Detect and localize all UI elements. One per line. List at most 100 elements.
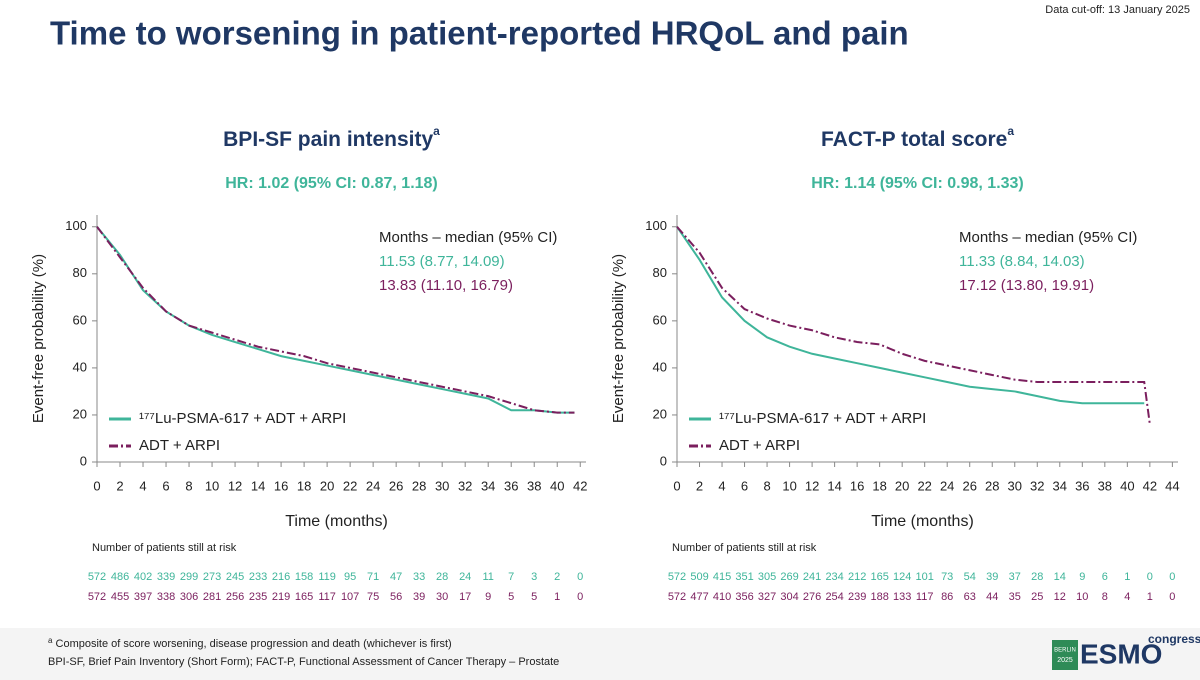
y-tick-label: 40	[653, 359, 667, 374]
risk-count: 245	[226, 571, 244, 583]
x-tick-label: 20	[895, 478, 909, 493]
risk-count: 415	[713, 571, 731, 583]
risk-count: 509	[690, 571, 708, 583]
chart-title-note: a	[1007, 124, 1014, 138]
median-value: 17.12 (13.80, 19.91)	[959, 277, 1094, 294]
risk-count: 356	[735, 591, 753, 603]
y-tick-label: 60	[653, 312, 667, 327]
x-tick-label: 28	[412, 478, 426, 493]
risk-count: 1	[554, 591, 560, 603]
risk-count: 239	[848, 591, 866, 603]
risk-count: 3	[531, 571, 537, 583]
risk-count: 47	[390, 571, 402, 583]
median-value: 13.83 (11.10, 16.79)	[379, 277, 513, 294]
x-tick-label: 36	[504, 478, 518, 493]
footnote-mark: a	[48, 636, 53, 645]
risk-count: 117	[318, 591, 336, 603]
x-tick-label: 30	[1008, 478, 1022, 493]
risk-count: 0	[1169, 591, 1175, 603]
risk-count: 17	[459, 591, 471, 603]
logo-suffix: congress	[1148, 632, 1200, 646]
risk-count: 12	[1054, 591, 1066, 603]
x-tick-label: 44	[1165, 478, 1179, 493]
risk-count: 1	[1124, 571, 1130, 583]
x-tick-label: 10	[782, 478, 796, 493]
y-tick-label: 80	[73, 265, 87, 280]
risk-count: 299	[180, 571, 198, 583]
y-tick-label: 20	[73, 406, 87, 421]
risk-count: 30	[436, 591, 448, 603]
legend-label: ADT + ARPI	[139, 437, 220, 454]
risk-count: 28	[436, 571, 448, 583]
risk-count: 6	[1102, 571, 1108, 583]
km-curve	[96, 226, 575, 414]
x-tick-label: 40	[550, 478, 564, 493]
risk-count: 10	[1076, 591, 1088, 603]
risk-count: 572	[88, 591, 106, 603]
x-tick-label: 20	[320, 478, 334, 493]
logo-box	[1052, 640, 1078, 670]
risk-table-title: Number of patients still at risk	[672, 542, 817, 554]
risk-count: 75	[367, 591, 379, 603]
risk-count: 305	[758, 571, 776, 583]
chart-title: BPI-SF pain intensitya	[223, 124, 440, 150]
risk-count: 0	[1147, 571, 1153, 583]
risk-count: 1	[1147, 591, 1153, 603]
abbreviations: BPI-SF, Brief Pain Inventory (Short Form…	[48, 656, 559, 668]
y-tick-label: 0	[660, 453, 667, 468]
legend-label: ADT + ARPI	[719, 437, 800, 454]
risk-count: 281	[203, 591, 221, 603]
risk-count: 28	[1031, 571, 1043, 583]
x-tick-label: 22	[917, 478, 931, 493]
x-tick-label: 10	[205, 478, 219, 493]
risk-count: 107	[341, 591, 359, 603]
chart-title-text: BPI-SF pain intensity	[223, 128, 433, 151]
risk-count: 233	[249, 571, 267, 583]
risk-count: 4	[1124, 591, 1130, 603]
risk-count: 33	[413, 571, 425, 583]
risk-count: 235	[249, 591, 267, 603]
x-tick-label: 32	[1030, 478, 1044, 493]
y-tick-label: 100	[645, 218, 667, 233]
risk-count: 304	[780, 591, 798, 603]
risk-count: 0	[577, 591, 583, 603]
x-tick-label: 18	[297, 478, 311, 493]
risk-count: 44	[986, 591, 998, 603]
risk-count: 0	[577, 571, 583, 583]
risk-count: 124	[893, 571, 911, 583]
x-tick-label: 24	[940, 478, 954, 493]
risk-count: 219	[272, 591, 290, 603]
risk-count: 306	[180, 591, 198, 603]
y-tick-label: 20	[653, 406, 667, 421]
risk-count: 101	[916, 571, 934, 583]
risk-count: 9	[1079, 571, 1085, 583]
y-tick-label: 60	[73, 312, 87, 327]
x-tick-label: 32	[458, 478, 472, 493]
x-tick-label: 6	[162, 478, 169, 493]
x-tick-label: 12	[805, 478, 819, 493]
risk-count: 39	[413, 591, 425, 603]
y-tick-label: 0	[80, 453, 87, 468]
x-tick-label: 26	[962, 478, 976, 493]
footnote: a Composite of score worsening, disease …	[48, 636, 452, 650]
risk-count: 95	[344, 571, 356, 583]
y-tick-label: 80	[653, 265, 667, 280]
risk-count: 256	[226, 591, 244, 603]
risk-count: 572	[668, 591, 686, 603]
x-tick-label: 4	[718, 478, 725, 493]
logo-year: 2025	[1057, 657, 1073, 664]
logo-name: ESMO	[1080, 638, 1162, 669]
x-tick-label: 0	[93, 478, 100, 493]
risk-count: 572	[668, 571, 686, 583]
x-tick-label: 24	[366, 478, 380, 493]
risk-count: 402	[134, 571, 152, 583]
chart-title: FACT-P total scorea	[821, 124, 1014, 150]
risk-count: 117	[916, 591, 934, 603]
risk-count: 5	[508, 591, 514, 603]
risk-count: 9	[485, 591, 491, 603]
risk-count: 54	[964, 571, 976, 583]
risk-count: 25	[1031, 591, 1043, 603]
risk-count: 188	[870, 591, 888, 603]
